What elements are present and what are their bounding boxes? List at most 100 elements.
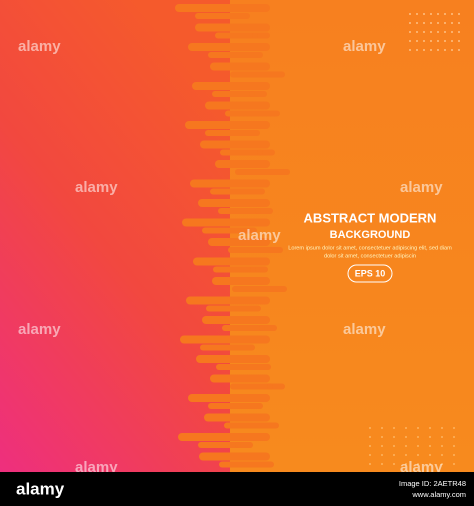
wave-bar — [198, 442, 253, 448]
wave-bar — [200, 140, 270, 149]
dot — [405, 463, 407, 465]
watermark: alamy — [343, 38, 386, 55]
dot — [369, 436, 371, 438]
dot — [441, 436, 443, 438]
dot — [393, 427, 395, 429]
wave-bar — [210, 62, 270, 71]
dot — [444, 31, 446, 33]
dot — [437, 49, 439, 51]
watermark: alamy — [400, 179, 443, 196]
dot — [409, 13, 411, 15]
dot — [458, 49, 460, 51]
dot — [405, 427, 407, 429]
dot — [369, 427, 371, 429]
wave-bar — [215, 32, 270, 39]
watermarks: alamy alamy alamy alamy alamy alamy alamy alamy… — [18, 38, 443, 476]
dot-grid — [369, 13, 460, 465]
dot — [451, 40, 453, 42]
dot — [423, 22, 425, 24]
dot — [430, 49, 432, 51]
wave-bar — [216, 364, 271, 370]
dot — [451, 22, 453, 24]
wave-bar — [190, 179, 270, 188]
wave-bar — [210, 374, 270, 383]
wave-bar — [200, 344, 255, 351]
watermark: alamy — [343, 321, 386, 338]
wave-bar — [218, 208, 273, 214]
wave-bar — [185, 121, 270, 129]
dot — [393, 454, 395, 456]
wave-bar — [195, 23, 270, 32]
wave-dot — [252, 32, 258, 39]
wave-dot — [257, 149, 263, 156]
dot — [444, 49, 446, 51]
wave-bar — [224, 422, 279, 429]
dot — [409, 40, 411, 42]
dot — [430, 31, 432, 33]
dot — [416, 40, 418, 42]
dot — [441, 445, 443, 447]
wave-bar — [188, 394, 270, 402]
wave-bar — [196, 355, 270, 363]
wave-bar — [192, 82, 270, 90]
dot — [458, 40, 460, 42]
badge-outline — [347, 264, 393, 283]
dot — [409, 49, 411, 51]
dot — [437, 13, 439, 15]
wave-bar — [205, 101, 270, 110]
watermark: alamy — [18, 38, 61, 55]
dot — [393, 445, 395, 447]
wave-bar — [210, 188, 265, 195]
dot — [416, 13, 418, 15]
wave-bar — [186, 296, 270, 305]
wave-bar — [225, 110, 280, 117]
watermark: alamy — [400, 459, 443, 476]
wave-bar — [175, 4, 270, 12]
dot — [453, 445, 455, 447]
dot — [444, 22, 446, 24]
wave-bar — [219, 461, 274, 468]
wave-bar — [230, 71, 285, 78]
wave-bar — [208, 52, 263, 58]
dot — [429, 436, 431, 438]
wave-bars — [175, 4, 290, 468]
wave-bar — [180, 335, 270, 344]
dot — [423, 40, 425, 42]
dot — [451, 31, 453, 33]
dot — [430, 22, 432, 24]
watermark: alamy — [75, 459, 118, 476]
wave-bar — [212, 91, 267, 97]
dot — [423, 49, 425, 51]
dot — [423, 31, 425, 33]
dot — [429, 463, 431, 465]
wave-bar — [208, 238, 270, 246]
dot — [437, 22, 439, 24]
dot — [417, 427, 419, 429]
dot — [441, 427, 443, 429]
dot — [451, 13, 453, 15]
dot — [458, 31, 460, 33]
dot — [429, 445, 431, 447]
wave-dot — [259, 325, 265, 331]
wave-bar — [198, 199, 270, 207]
wave-bar — [232, 286, 287, 292]
dot — [381, 454, 383, 456]
watermark: alamy — [75, 179, 118, 196]
dot — [381, 427, 383, 429]
wave-dot — [235, 442, 241, 448]
wave-bar — [202, 227, 257, 234]
dot — [417, 454, 419, 456]
dot — [405, 445, 407, 447]
wave-bar — [222, 325, 277, 331]
dot — [409, 22, 411, 24]
dot — [453, 436, 455, 438]
dot — [416, 31, 418, 33]
dot — [409, 31, 411, 33]
wave-bar — [188, 43, 270, 51]
dot — [369, 445, 371, 447]
dot — [437, 40, 439, 42]
wave-bar — [230, 383, 285, 390]
wave-bar — [206, 305, 261, 312]
dot — [458, 22, 460, 24]
